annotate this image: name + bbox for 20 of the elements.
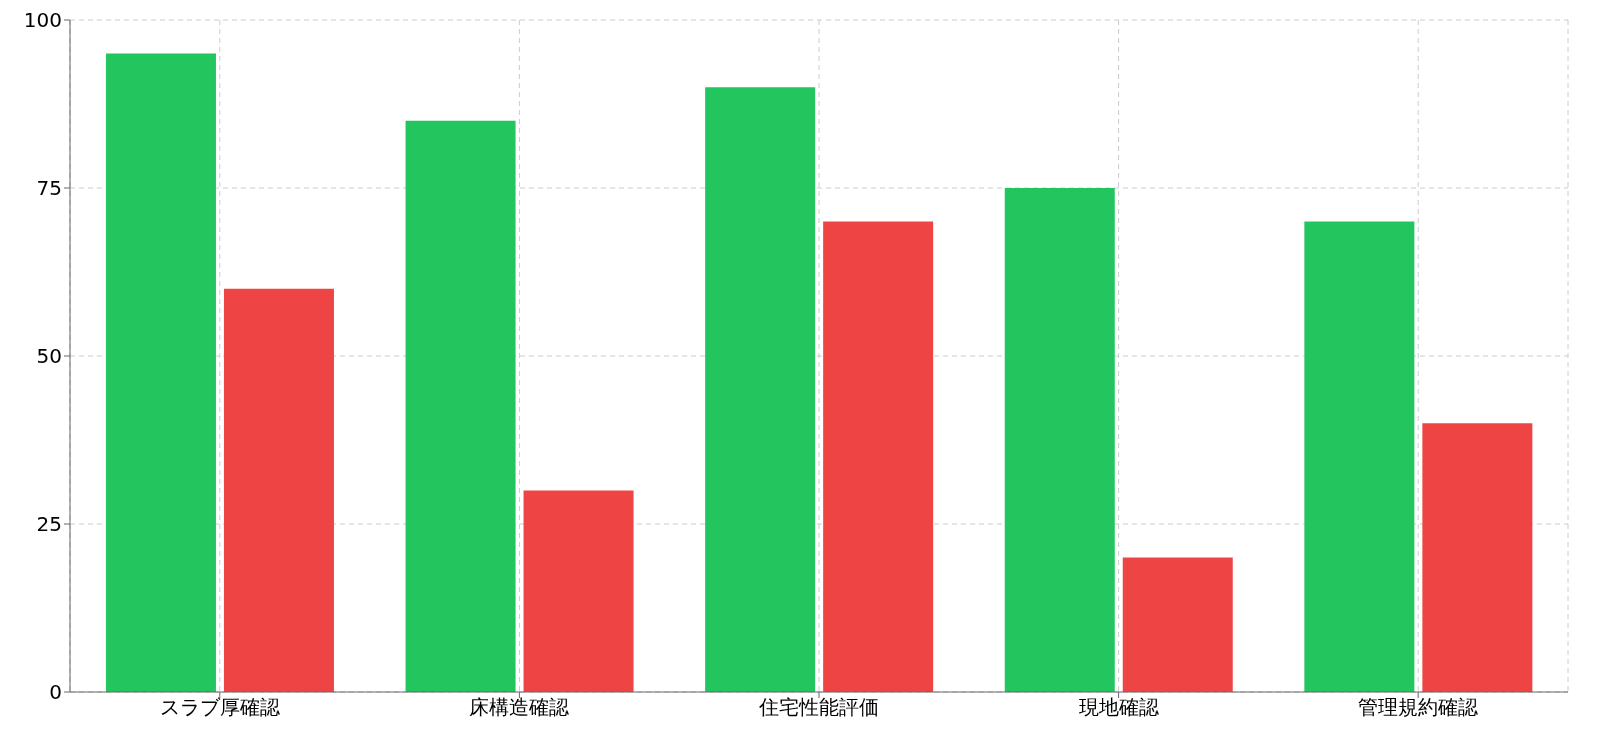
x-tick-label: スラブ厚確認 [159, 695, 280, 720]
bar [1422, 423, 1533, 692]
x-tick-label: 住宅性能評価 [758, 695, 879, 720]
bar [523, 490, 634, 692]
bar [223, 288, 334, 692]
bar [405, 120, 516, 692]
y-tick-label: 50 [36, 344, 62, 369]
bar [1004, 188, 1115, 692]
bar [105, 53, 216, 692]
x-tick-label: 床構造確認 [469, 695, 570, 720]
x-tick-label: 管理規約確認 [1358, 695, 1479, 720]
y-tick-label: 25 [36, 512, 62, 537]
bar [823, 221, 934, 692]
bar [705, 87, 816, 692]
bar [1122, 557, 1233, 692]
bar [1304, 221, 1415, 692]
x-tick-label: 現地確認 [1078, 695, 1159, 720]
y-tick-label: 100 [23, 8, 62, 33]
y-tick-label: 75 [36, 176, 62, 201]
y-tick-label: 0 [49, 680, 62, 705]
